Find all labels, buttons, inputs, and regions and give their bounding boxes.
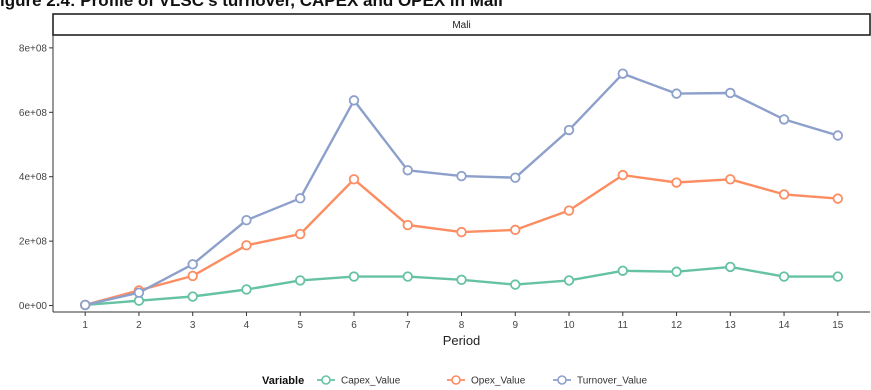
x-tick-label: 7 (405, 320, 411, 331)
facet-strip (52, 13, 871, 36)
y-tick-label: 2e+08 (19, 237, 48, 248)
data-point-opex-value (671, 177, 682, 188)
data-point-opex-value (617, 169, 628, 181)
legend-title: Variable (262, 375, 304, 387)
x-tick-label: 6 (351, 320, 357, 331)
data-point-capex-value (241, 284, 252, 295)
series-line-turnover-value (83, 72, 839, 307)
data-point-capex-value (832, 271, 844, 282)
data-point-turnover-value (563, 124, 575, 136)
data-point-opex-value (510, 224, 521, 236)
legend-label: Turnover_Value (577, 376, 647, 387)
x-tick-label: 11 (618, 320, 629, 331)
x-tick-label: 10 (563, 320, 575, 331)
x-tick-label: 4 (244, 320, 250, 331)
data-point-capex-value (617, 265, 628, 276)
data-point-capex-value (187, 291, 198, 302)
data-point-turnover-value (671, 88, 682, 99)
x-tick-label: 13 (725, 320, 737, 331)
data-point-turnover-value (832, 130, 844, 141)
x-tick-label: 1 (82, 320, 88, 331)
data-point-opex-value (187, 270, 198, 282)
data-point-opex-value (778, 189, 790, 200)
data-point-opex-value (402, 219, 413, 231)
data-point-capex-value (402, 271, 413, 282)
data-point-capex-value (295, 275, 306, 286)
legend-label: Capex_Value (341, 376, 401, 387)
data-point-turnover-value (348, 95, 360, 106)
data-point-turnover-value (725, 87, 736, 99)
data-point-turnover-value (133, 287, 145, 298)
data-point-turnover-value (402, 165, 413, 176)
data-point-turnover-value (295, 193, 306, 204)
x-tick-label: 5 (297, 320, 303, 331)
data-point-turnover-value (187, 259, 198, 270)
x-tick-label: 14 (778, 320, 790, 331)
data-point-capex-value (348, 271, 360, 282)
x-tick-label: 12 (671, 320, 683, 331)
data-point-turnover-value (510, 172, 521, 183)
x-tick-label: 15 (832, 320, 844, 331)
x-tick-label: 8 (459, 320, 465, 331)
y-tick-label: 6e+08 (19, 108, 48, 119)
legend-key-point (321, 375, 331, 385)
x-tick-label: 3 (190, 320, 196, 331)
y-tick-label: 4e+08 (19, 172, 48, 183)
figure-title: igure 2.4: Profile of VLSC's turnover, C… (0, 0, 503, 10)
data-point-turnover-value (241, 215, 252, 226)
y-tick-label: 0e+00 (19, 301, 48, 312)
data-point-turnover-value (617, 68, 628, 79)
data-point-opex-value (295, 228, 306, 240)
y-tick-label: 8e+08 (19, 43, 48, 54)
legend-label: Opex_Value (471, 376, 526, 387)
data-point-opex-value (563, 205, 575, 216)
series-line-opex-value (83, 173, 839, 307)
legend-key-point (557, 375, 567, 385)
data-point-capex-value (456, 274, 467, 285)
x-axis-title: Period (443, 333, 481, 348)
x-tick-label: 2 (136, 320, 142, 331)
data-point-capex-value (725, 261, 736, 273)
data-point-turnover-value (79, 299, 91, 311)
data-point-opex-value (725, 174, 736, 185)
data-point-capex-value (778, 271, 790, 282)
facet-label: Mali (452, 20, 470, 31)
data-point-capex-value (510, 279, 521, 290)
data-point-capex-value (563, 275, 575, 286)
data-point-turnover-value (778, 114, 790, 125)
legend-key-point (451, 375, 461, 385)
data-point-opex-value (832, 193, 844, 204)
data-point-opex-value (456, 226, 467, 238)
data-point-opex-value (241, 240, 252, 251)
data-point-opex-value (348, 174, 360, 185)
data-point-capex-value (671, 266, 682, 277)
x-tick-label: 9 (512, 320, 518, 331)
data-point-turnover-value (456, 170, 467, 182)
